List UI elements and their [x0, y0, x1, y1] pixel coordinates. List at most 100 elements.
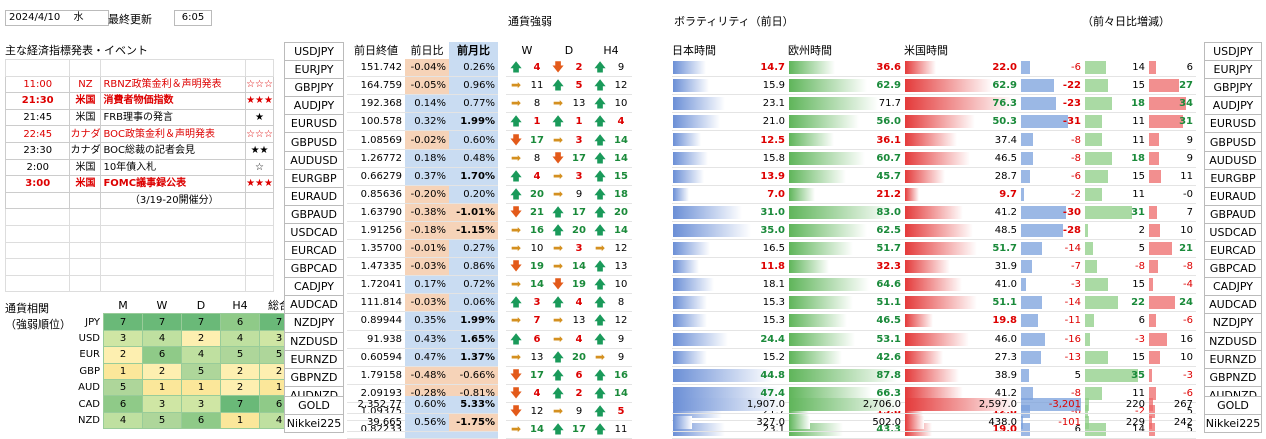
pair-row: NZDUSD: [284, 331, 344, 351]
strength-rank: 10: [610, 275, 632, 295]
ranking-cell: 3: [103, 329, 143, 348]
volatility-value: 14.7: [760, 62, 785, 74]
volatility-cell: 327.0: [672, 413, 788, 432]
volatility-value: 27.3: [994, 351, 1017, 363]
arrow-flat-icon: ➡: [590, 348, 610, 367]
volatility-cell: 31: [1084, 203, 1148, 222]
ranking-cell: 2: [181, 329, 221, 348]
volatility-cell: -8: [1020, 130, 1084, 150]
prev-close: 2,352.77: [347, 396, 405, 414]
event-name: [100, 224, 247, 243]
arrow-up-icon: 🡅: [590, 293, 610, 313]
prev-close: 0.85636: [347, 185, 405, 204]
change-bar: [1149, 169, 1162, 183]
arrow-flat-icon: ➡: [548, 402, 568, 421]
prices-extra: 2,352.77 0.60% 5.33% 39,665 0.56% -1.75%: [347, 396, 498, 432]
change-value: 35: [1131, 369, 1145, 381]
volatility-bar: [673, 350, 708, 364]
change-value: 7: [1186, 206, 1193, 218]
pair-name: GBPCAD: [284, 259, 344, 279]
volatility-cell: 21: [1148, 239, 1196, 259]
day-change: -0.48%: [405, 366, 449, 385]
event-name: 10年債入札: [100, 158, 247, 177]
volatility-value: 15.9: [762, 80, 785, 92]
volatility-cell: 15: [1084, 348, 1148, 367]
volatility-cell: 267: [1148, 396, 1196, 414]
volatility-bar: [789, 314, 847, 328]
volatility-cell: 16.5: [672, 239, 788, 259]
event-currency: カナダ: [69, 141, 102, 160]
pair-name: CADJPY: [1204, 277, 1262, 297]
change-bar: [1149, 332, 1167, 346]
volatility-header-cell: 米国時間: [904, 44, 948, 58]
change-bar: [1149, 296, 1176, 310]
day-change: -0.01%: [405, 239, 449, 259]
volatility-bar: [905, 97, 1012, 111]
volatility-bar: [789, 223, 867, 237]
change-value: 15: [1132, 279, 1145, 291]
month-change: 1.65%: [449, 330, 498, 349]
strength-row: ➡ 8 🡇 17 🡅 14: [506, 149, 632, 168]
ranking-subtitle: （強弱順位）: [5, 318, 71, 331]
strength-row: ➡ 7 ➡ 13 🡅 12: [506, 311, 632, 331]
pair-row: USDJPY: [1204, 41, 1262, 62]
day-change: -0.04%: [405, 59, 449, 78]
volatility-bar: [789, 296, 853, 310]
event-currency: [69, 224, 102, 243]
volatility-row: 31.0 83.0 41.2 -30 31 7: [672, 203, 1196, 222]
volatility-value: 36.1: [876, 134, 901, 146]
price-row: 0.66279 0.37% 1.70%: [347, 167, 498, 186]
change-bar: [1021, 187, 1024, 201]
pair-row: USDCAD: [1204, 222, 1262, 243]
price-row: 0.60594 0.47% 1.37%: [347, 348, 498, 367]
price-row: 1.79158 -0.48% -0.66%: [347, 366, 498, 385]
volatility-value: 51.1: [992, 297, 1017, 309]
change-value: 6: [1186, 62, 1193, 74]
change-value: -3: [1135, 333, 1145, 345]
strength-rank: 4: [568, 330, 590, 349]
volatility-row: 13.9 45.7 28.7 -6 15 11: [672, 167, 1196, 186]
event-currency: カナダ: [69, 125, 102, 143]
volatility-row: 1,907.0 2,706.0 2,597.0 -3,201 220 267: [672, 396, 1196, 414]
date: 2024/4/10: [9, 12, 61, 23]
ranking-row: CAD 6 3 3 7 6: [72, 395, 299, 413]
event-time: [4, 258, 71, 276]
change-bar: [1021, 278, 1026, 292]
volatility-row: 21.0 56.0 50.3 -31 11 31: [672, 112, 1196, 132]
strength-rank: 13: [526, 348, 548, 367]
volatility-cell: 11: [1084, 130, 1148, 150]
volatility-cell: 220: [1084, 396, 1148, 414]
pair-name: EURGBP: [284, 168, 344, 188]
price-row: 192.368 0.14% 0.77%: [347, 94, 498, 114]
ranking-cell: 1: [220, 411, 260, 430]
change-value: -14: [1064, 297, 1081, 309]
volatility-cell: -14: [1020, 293, 1084, 313]
pair-row: EURCAD: [1204, 241, 1262, 261]
arrow-up-icon: 🡅: [548, 293, 568, 313]
change-bar: [1021, 151, 1033, 165]
pair-row: EURAUD: [284, 186, 344, 206]
volatility-cell: 5: [1084, 239, 1148, 259]
change-bar: [1021, 79, 1054, 93]
strength-rank: 18: [610, 185, 632, 204]
strength-row: 🡅 4 🡇 2 🡅 9: [506, 59, 632, 78]
volatility-cell: -6: [1148, 311, 1196, 331]
strength-row: ➡ 13 🡅 20 ➡ 9: [506, 348, 632, 367]
arrow-up-icon: 🡅: [590, 275, 610, 295]
event-time: [4, 274, 71, 293]
prices-header-cell: 前日終値: [354, 44, 398, 58]
arrow-up-icon: 🡅: [590, 366, 610, 385]
strength-rank: 8: [526, 94, 548, 114]
event-time: [4, 241, 71, 260]
strength-rank: 5: [568, 76, 590, 96]
prev-close: 164.759: [347, 76, 405, 96]
change-bar: [1149, 61, 1156, 75]
strength-rank: 3: [526, 293, 548, 313]
strength-rank: 6: [526, 330, 548, 349]
prev-close: 111.814: [347, 293, 405, 313]
arrow-up-icon: 🡅: [548, 348, 568, 367]
change-value: -4: [1183, 279, 1193, 291]
volatility-cell: 51.7: [904, 239, 1020, 259]
change-bar: [1085, 79, 1108, 93]
arrow-up-icon: 🡅: [590, 112, 610, 132]
